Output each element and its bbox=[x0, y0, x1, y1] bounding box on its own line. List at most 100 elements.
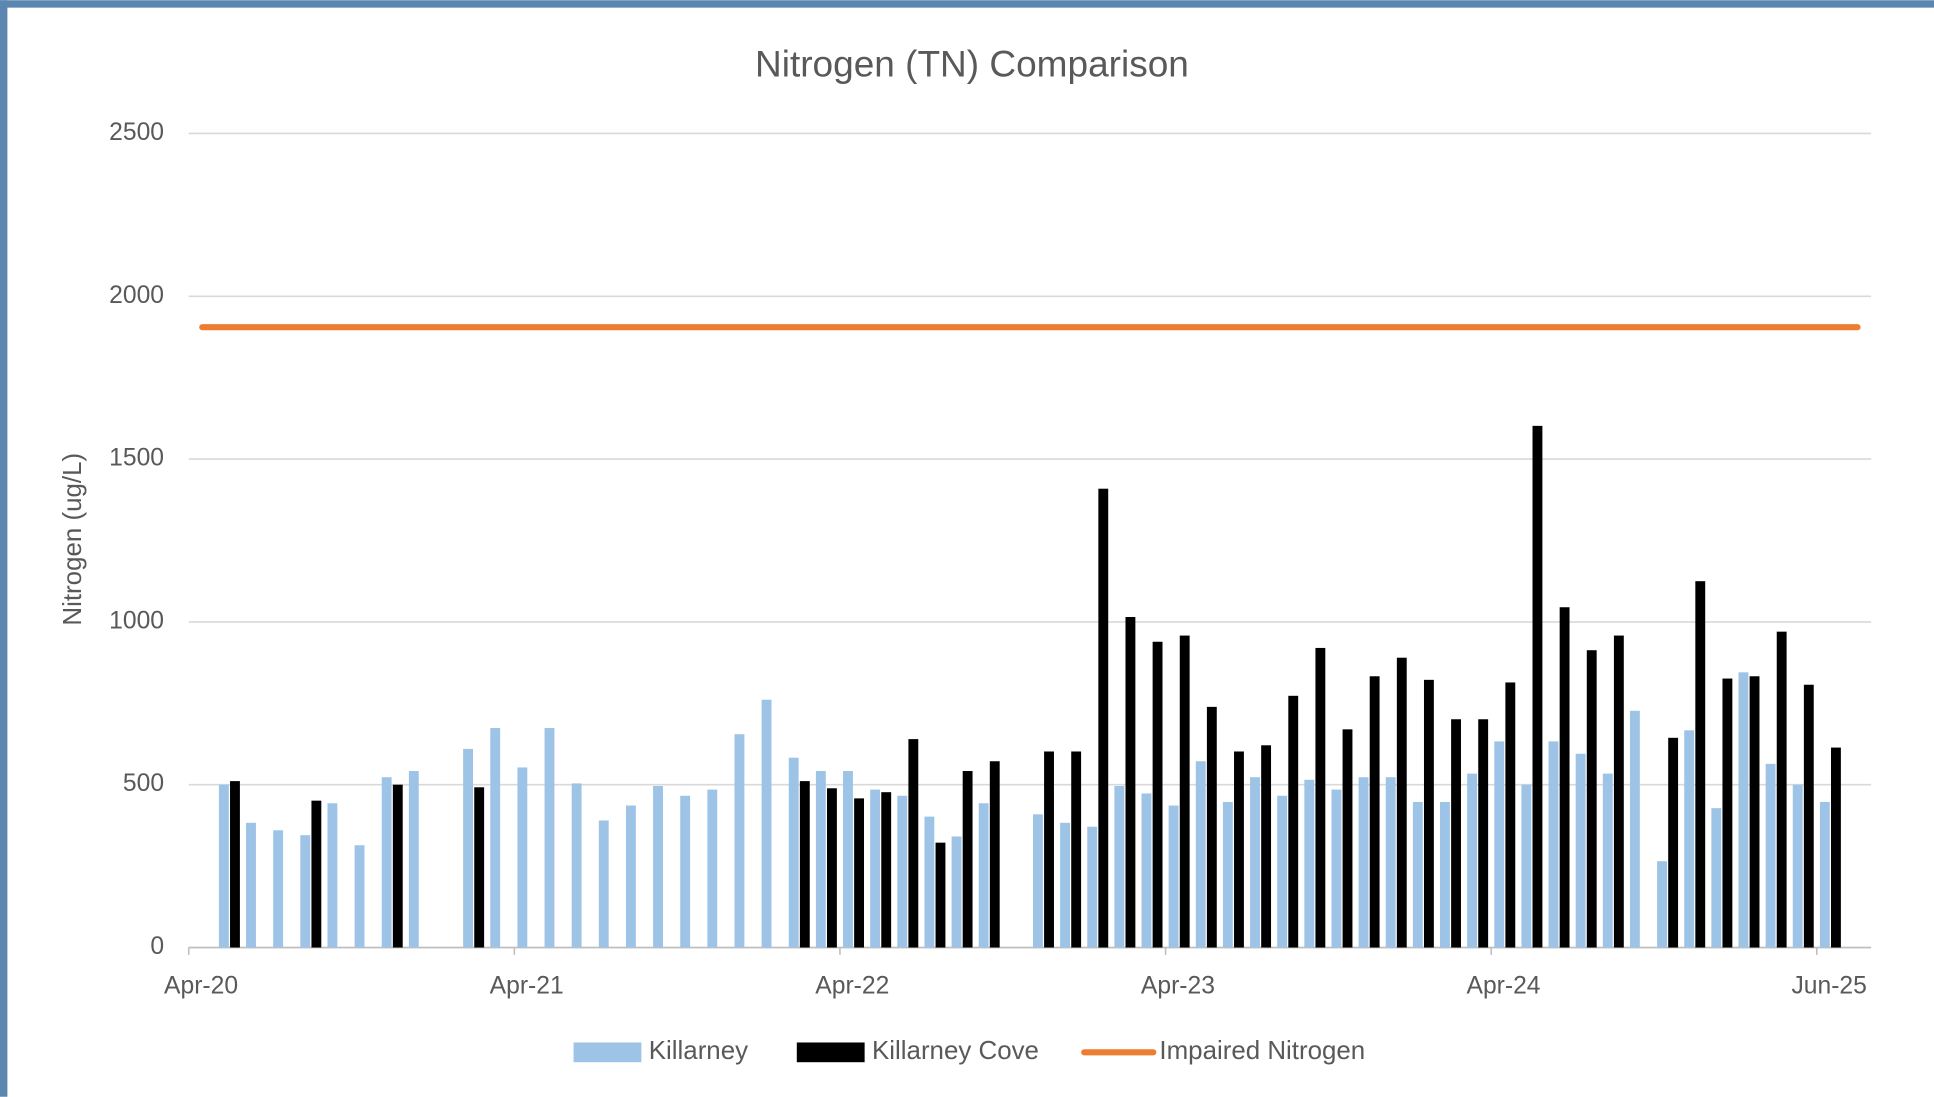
bar bbox=[1141, 793, 1152, 948]
bar bbox=[815, 771, 826, 948]
bar bbox=[1114, 786, 1125, 948]
bar bbox=[1668, 737, 1679, 948]
top-edge bbox=[0, 0, 1934, 8]
legend-label: Impaired Nitrogen bbox=[1159, 1037, 1365, 1065]
bar bbox=[881, 792, 892, 948]
x-tick-label: Jun-25 bbox=[1791, 972, 1866, 999]
bar bbox=[1250, 777, 1260, 948]
bar bbox=[1206, 706, 1217, 948]
bar bbox=[707, 789, 718, 948]
bar bbox=[761, 699, 772, 948]
bar bbox=[1195, 761, 1206, 948]
bar bbox=[1657, 861, 1667, 948]
bar bbox=[1060, 822, 1070, 948]
bar bbox=[1261, 745, 1272, 948]
y-tick-label: 1500 bbox=[109, 445, 164, 472]
bar bbox=[1629, 710, 1640, 948]
bar bbox=[1396, 657, 1407, 948]
bar bbox=[1586, 650, 1597, 948]
bar bbox=[273, 830, 284, 948]
x-tick-label: Apr-23 bbox=[1141, 972, 1215, 999]
chart-title: Nitrogen (TN) Comparison bbox=[755, 44, 1189, 85]
bar bbox=[935, 842, 946, 948]
bar bbox=[474, 787, 485, 948]
bar bbox=[1602, 773, 1613, 948]
bar bbox=[392, 784, 403, 948]
x-tick-label: Apr-20 bbox=[164, 972, 238, 999]
bar bbox=[544, 728, 555, 948]
bar bbox=[327, 803, 338, 948]
bar bbox=[218, 784, 229, 948]
x-tick-label: Apr-21 bbox=[490, 972, 564, 999]
bar bbox=[1831, 747, 1841, 948]
bar bbox=[1385, 777, 1396, 948]
bar bbox=[1494, 741, 1505, 948]
bar bbox=[989, 761, 1000, 948]
bar bbox=[1776, 631, 1787, 948]
y-tick-label: 0 bbox=[150, 933, 164, 960]
bar bbox=[1792, 784, 1803, 948]
bar bbox=[517, 767, 528, 948]
bar bbox=[1277, 795, 1288, 948]
y-axis-title: Nitrogen (ug/L) bbox=[59, 453, 87, 626]
bar bbox=[1423, 679, 1434, 948]
y-tick-label: 1000 bbox=[109, 607, 164, 634]
legend-swatch bbox=[573, 1042, 642, 1063]
bar bbox=[1467, 773, 1478, 948]
bar bbox=[1358, 777, 1369, 948]
bar bbox=[311, 800, 322, 948]
bar bbox=[1179, 635, 1190, 948]
bar bbox=[1765, 763, 1776, 948]
bar bbox=[1152, 641, 1163, 948]
bar bbox=[1711, 808, 1722, 948]
bar bbox=[827, 788, 837, 948]
bar bbox=[680, 795, 691, 948]
bar bbox=[1098, 488, 1109, 948]
bar bbox=[1684, 730, 1695, 948]
bar bbox=[1575, 753, 1586, 948]
bar bbox=[598, 820, 609, 948]
bar bbox=[962, 771, 973, 948]
bar bbox=[381, 777, 392, 948]
bar bbox=[571, 783, 582, 948]
bar bbox=[1505, 682, 1516, 948]
bar bbox=[1288, 695, 1299, 948]
bar bbox=[897, 795, 908, 948]
bar bbox=[1315, 647, 1326, 948]
bar bbox=[463, 748, 474, 948]
bar bbox=[1695, 581, 1706, 948]
bar bbox=[734, 734, 745, 948]
bar bbox=[1521, 784, 1532, 948]
bar bbox=[870, 789, 881, 948]
y-tick-label: 500 bbox=[123, 770, 164, 797]
bar bbox=[1532, 425, 1543, 948]
bar bbox=[854, 798, 865, 948]
bar bbox=[1125, 617, 1136, 948]
y-tick-label: 2500 bbox=[109, 119, 164, 146]
bar bbox=[1032, 814, 1043, 948]
bar bbox=[1304, 779, 1315, 948]
bar bbox=[625, 805, 636, 948]
bar bbox=[951, 836, 962, 948]
legend-swatch bbox=[796, 1042, 865, 1063]
y-tick-label: 2000 bbox=[109, 282, 164, 309]
bar bbox=[246, 822, 256, 948]
bar bbox=[490, 728, 501, 948]
bar bbox=[1478, 719, 1489, 948]
bar bbox=[1738, 672, 1749, 948]
legend-label: Killarney Cove bbox=[872, 1037, 1039, 1065]
bar bbox=[1749, 676, 1760, 948]
left-edge bbox=[0, 0, 8, 1097]
bar bbox=[1559, 607, 1570, 948]
bar bbox=[1803, 684, 1814, 948]
legend-label: Killarney bbox=[649, 1037, 748, 1065]
bar bbox=[908, 739, 919, 948]
bar bbox=[1369, 676, 1380, 948]
bar bbox=[1342, 729, 1353, 948]
x-tick-label: Apr-22 bbox=[815, 972, 889, 999]
bar bbox=[1044, 751, 1054, 948]
bar bbox=[1613, 635, 1624, 948]
bar bbox=[1819, 801, 1830, 948]
